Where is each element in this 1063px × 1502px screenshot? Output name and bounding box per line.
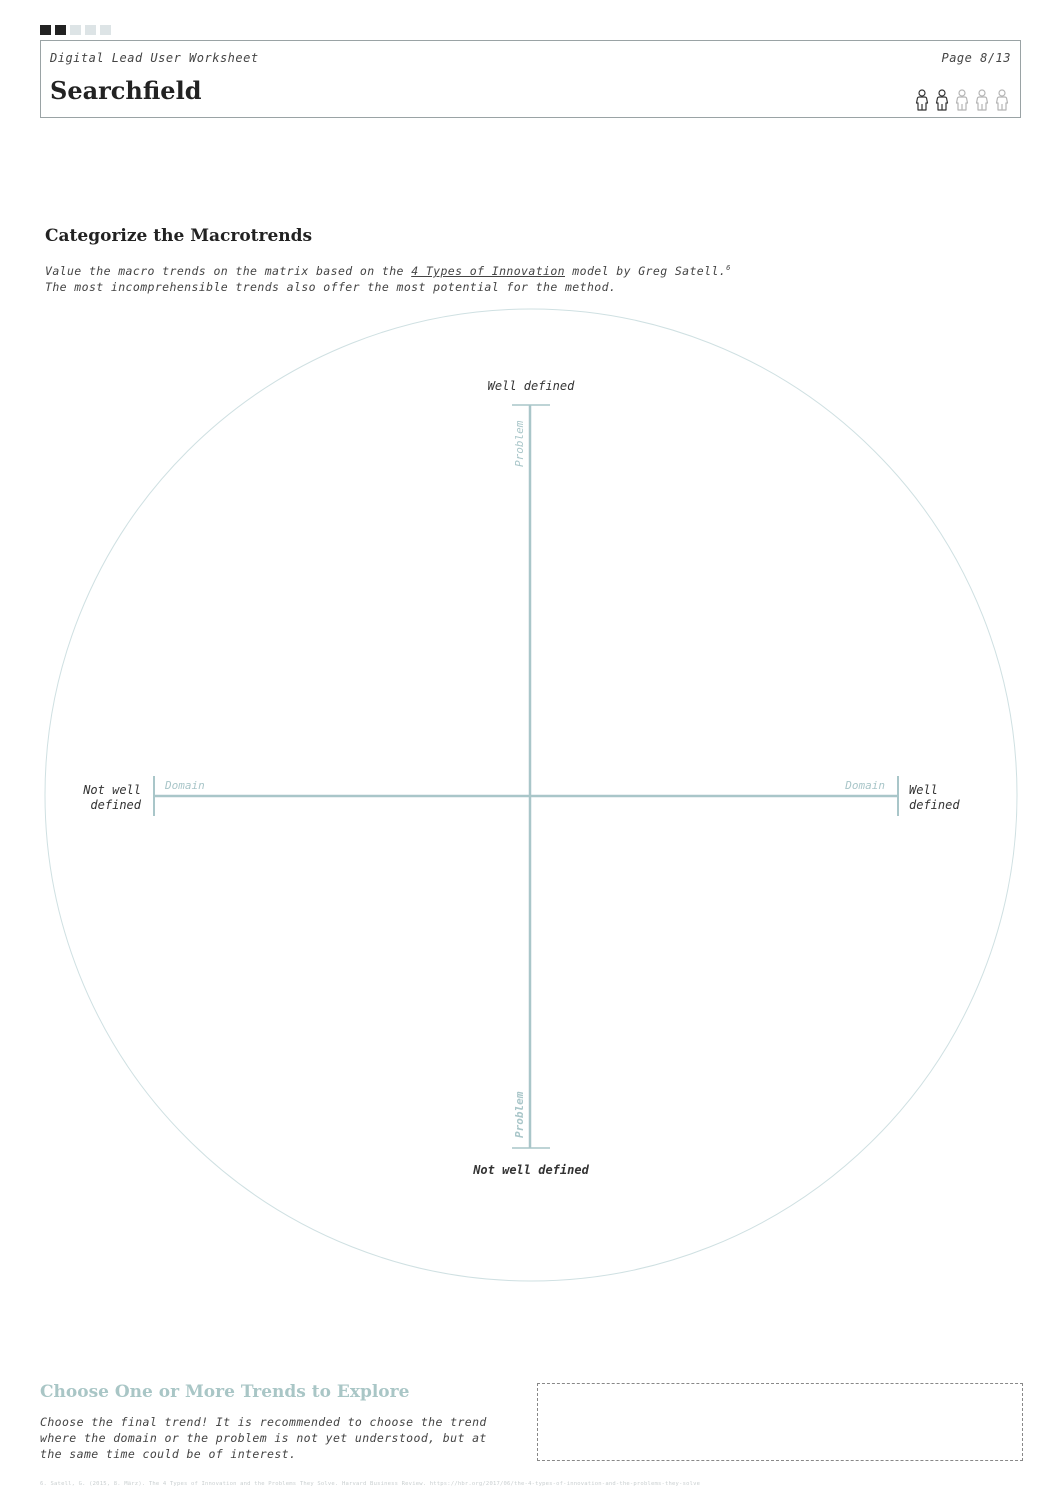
footnote-ref: 6: [726, 264, 731, 272]
matrix-circle: [44, 308, 1018, 1282]
person-icon: [995, 89, 1009, 111]
bottom-label: Not well defined: [472, 1163, 589, 1177]
section-title: Categorize the Macrotrends: [45, 226, 313, 246]
document-label: Digital Lead User Worksheet: [50, 51, 259, 65]
left-axis-name: Domain: [164, 779, 205, 792]
page-title: Searchfield: [50, 76, 202, 105]
right-label-line2: defined: [909, 798, 960, 812]
person-icon: [955, 89, 969, 111]
person-icon: [975, 89, 989, 111]
description-text: model by Greg Satell.: [564, 263, 727, 278]
person-icon: [915, 89, 929, 111]
page-number: Page 8/13: [941, 51, 1011, 65]
footer-title: Choose One or More Trends to Explore: [40, 1382, 410, 1402]
section-description: Value the macro trends on the matrix bas…: [45, 260, 731, 295]
left-label-line2: defined: [90, 798, 141, 812]
progress-step-pending: [100, 25, 111, 35]
participant-icons: [915, 89, 1009, 111]
footer-description: Choose the final trend! It is recommende…: [40, 1415, 487, 1461]
progress-step-done: [40, 25, 51, 35]
right-axis-name: Domain: [844, 779, 885, 792]
innovation-model-link[interactable]: 4 Types of Innovation: [411, 263, 565, 278]
page-header: Digital Lead User Worksheet Page 8/13 Se…: [40, 40, 1021, 118]
left-label-line1: Not well: [82, 783, 141, 797]
bottom-axis-name: Problem: [513, 1091, 526, 1138]
top-label: Well defined: [488, 379, 575, 393]
footnote: 6. Satell, G. (2015, 8. März). The 4 Typ…: [40, 1481, 701, 1487]
trend-answer-box[interactable]: [537, 1383, 1023, 1461]
top-axis-name: Problem: [513, 420, 526, 467]
person-icon: [935, 89, 949, 111]
right-label-line1: Well: [909, 783, 938, 797]
description-text: Value the macro trends on the matrix bas…: [45, 263, 412, 278]
description-text: The most incomprehensible trends also of…: [45, 279, 617, 294]
progress-step-done: [55, 25, 66, 35]
progress-step-pending: [70, 25, 81, 35]
progress-step-pending: [85, 25, 96, 35]
